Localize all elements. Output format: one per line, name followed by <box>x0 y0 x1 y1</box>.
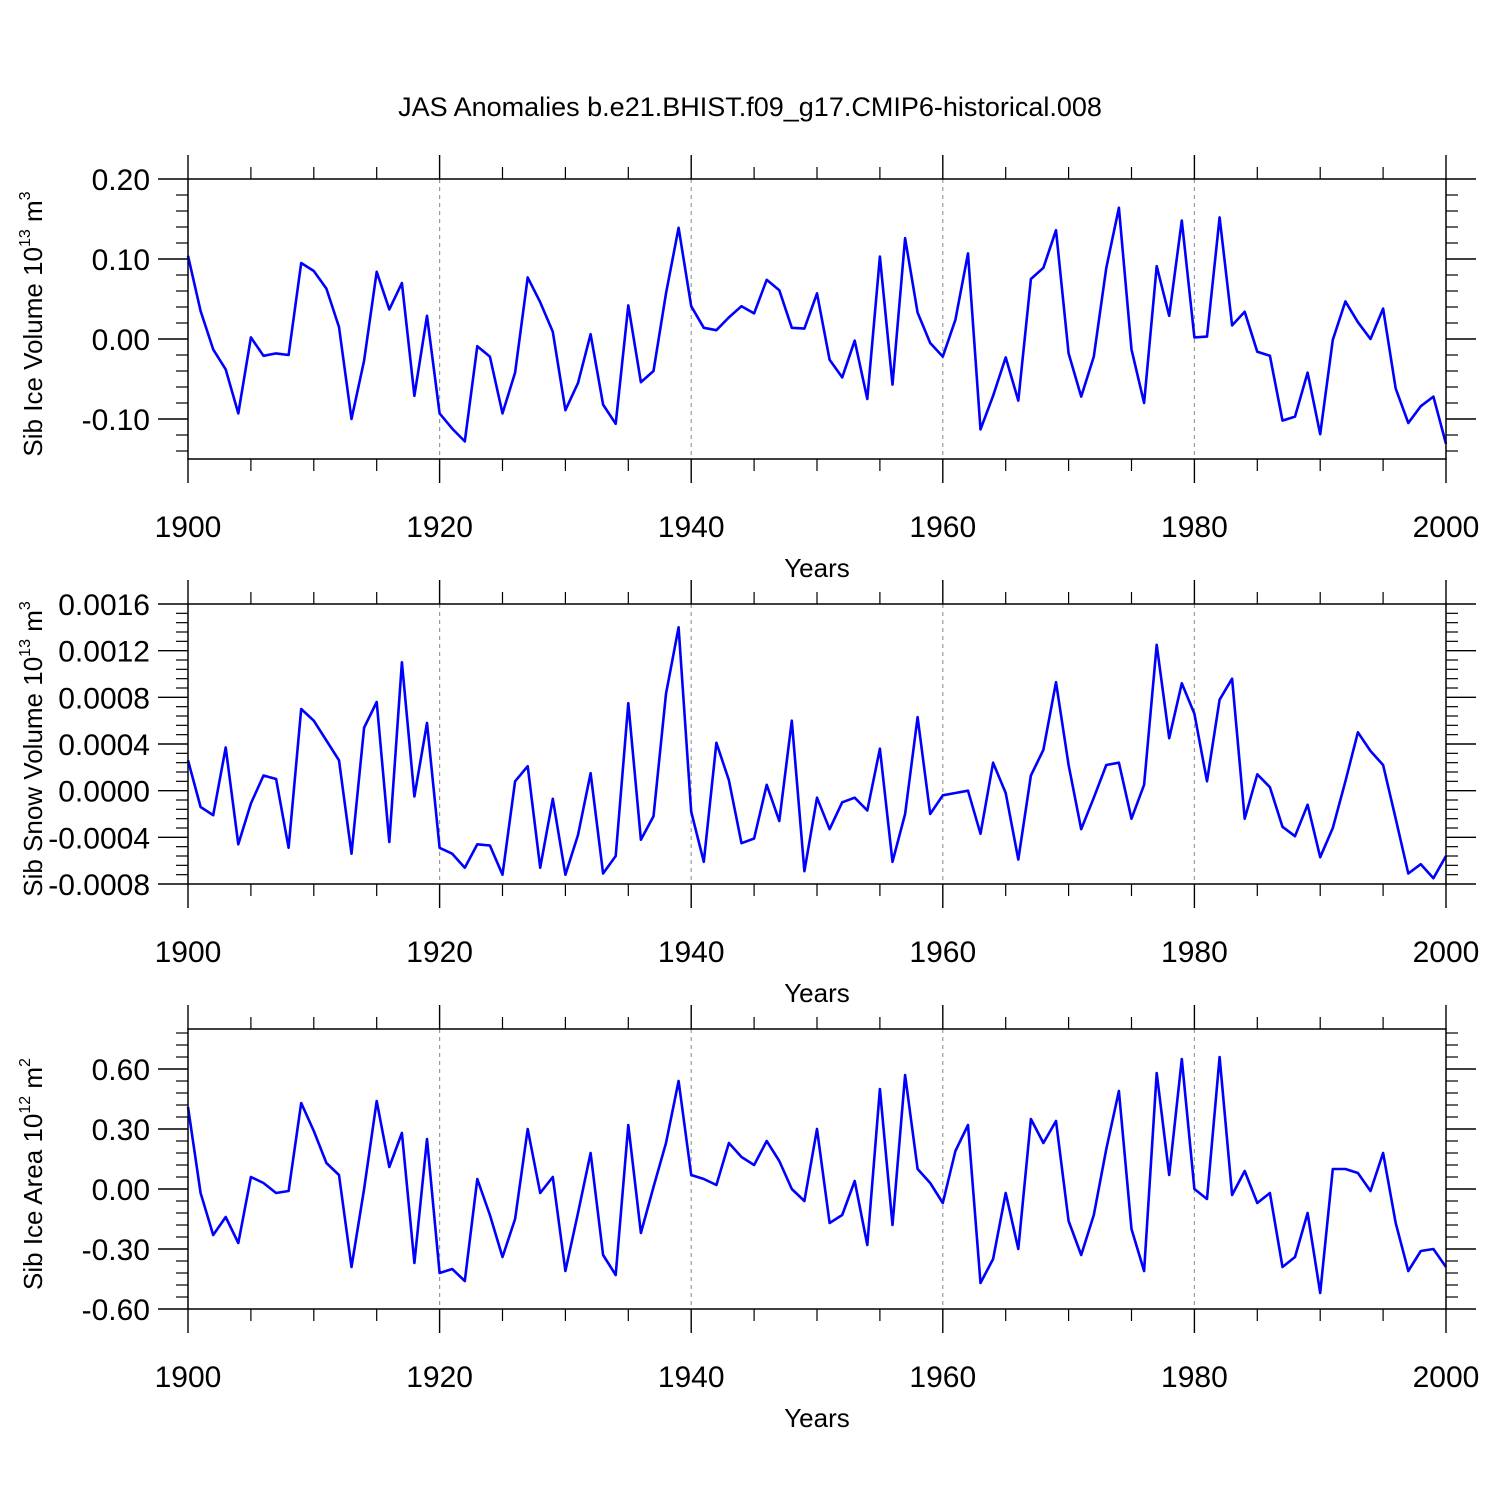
plot-frame <box>187 603 1447 885</box>
x-tick-label: 1900 <box>155 1361 222 1394</box>
y-tick-label: -0.60 <box>82 1294 150 1327</box>
x-axis-label: Years <box>784 553 850 583</box>
y-tick-label: -0.0008 <box>48 869 150 902</box>
y-axis-label: Sib Ice Area 1012 m2 <box>17 1058 48 1290</box>
y-tick-label: 0.0016 <box>58 589 150 622</box>
x-tick-label: 1900 <box>155 511 222 544</box>
x-tick-label: 1960 <box>909 936 976 969</box>
y-tick-label: -0.0004 <box>48 822 150 855</box>
x-tick-label: 1940 <box>658 1361 725 1394</box>
y-tick-label: 0.0004 <box>58 729 150 762</box>
x-axis-label: Years <box>784 1403 850 1433</box>
panel-sib-ice-area: 0.60 0.30 0.00 -0.30 -0.60 1900 1920 1940 1960 19… <box>17 1005 1479 1433</box>
x-tick-label: 2000 <box>1413 511 1480 544</box>
plot-frame <box>187 1028 1447 1310</box>
x-tick-label: 1920 <box>406 936 473 969</box>
x-axis-label: Years <box>784 978 850 1008</box>
x-tick-label: 1960 <box>909 511 976 544</box>
x-tick-label: 1900 <box>155 936 222 969</box>
x-tick-label: 1940 <box>658 936 725 969</box>
y-tick-label: 0.0008 <box>58 682 150 715</box>
x-tick-label: 2000 <box>1413 936 1480 969</box>
x-tick-label: 1920 <box>406 511 473 544</box>
y-tick-label: 0.60 <box>92 1054 150 1087</box>
x-tick-label: 1920 <box>406 1361 473 1394</box>
figure-title: JAS Anomalies b.e21.BHIST.f09_g17.CMIP6-… <box>398 92 1102 122</box>
plot-frame <box>187 178 1447 460</box>
x-tick-label: 1980 <box>1161 1361 1228 1394</box>
y-tick-label: -0.10 <box>82 404 150 437</box>
x-tick-label: 1980 <box>1161 936 1228 969</box>
series-line-sib-snow-volume <box>186 625 1448 880</box>
x-tick-label: 1980 <box>1161 511 1228 544</box>
y-axis-label: Sib Snow Volume 1013 m3 <box>17 601 48 897</box>
y-tick-label: 0.0012 <box>58 636 150 669</box>
panel-sib-ice-volume: 0.20 0.10 0.00 -0.10 1900 1920 1940 1960 1980 200… <box>17 155 1479 583</box>
x-tick-label: 2000 <box>1413 1361 1480 1394</box>
y-tick-label: 0.00 <box>92 1174 150 1207</box>
panel-sib-snow-volume: 0.0016 0.0012 0.0008 0.0004 0.0000 -0.0004 -0.… <box>17 580 1479 1008</box>
y-tick-label: 0.10 <box>92 244 150 277</box>
x-tick-label: 1940 <box>658 511 725 544</box>
y-tick-label: 0.00 <box>92 324 150 357</box>
y-tick-label: 0.0000 <box>58 776 150 809</box>
x-tick-label: 1960 <box>909 1361 976 1394</box>
y-tick-label: 0.30 <box>92 1114 150 1147</box>
y-axis-label: Sib Ice Volume 1013 m3 <box>17 191 48 456</box>
y-tick-label: -0.30 <box>82 1234 150 1267</box>
y-tick-label: 0.20 <box>92 164 150 197</box>
